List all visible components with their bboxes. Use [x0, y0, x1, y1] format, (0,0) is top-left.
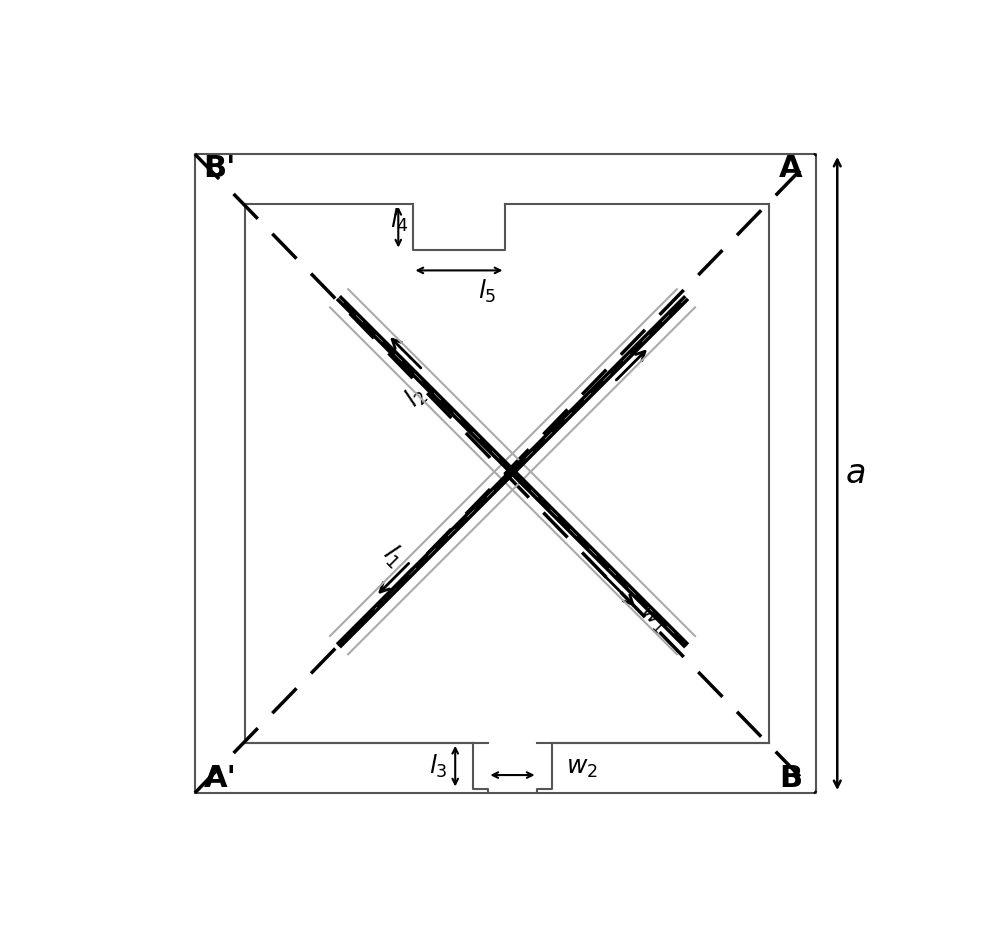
Text: $l_2$: $l_2$	[400, 380, 432, 413]
Text: B': B'	[204, 154, 236, 183]
Text: A': A'	[203, 764, 236, 794]
Text: $l_5$: $l_5$	[478, 277, 497, 305]
Text: $l_1$: $l_1$	[377, 540, 409, 572]
Text: $l_4$: $l_4$	[390, 207, 409, 234]
Text: $l_3$: $l_3$	[429, 753, 448, 780]
Text: $a$: $a$	[845, 457, 865, 490]
Text: $w_1$: $w_1$	[635, 602, 669, 636]
Text: $w_2$: $w_2$	[566, 756, 598, 780]
Text: B: B	[779, 764, 802, 794]
Text: A: A	[779, 154, 803, 183]
